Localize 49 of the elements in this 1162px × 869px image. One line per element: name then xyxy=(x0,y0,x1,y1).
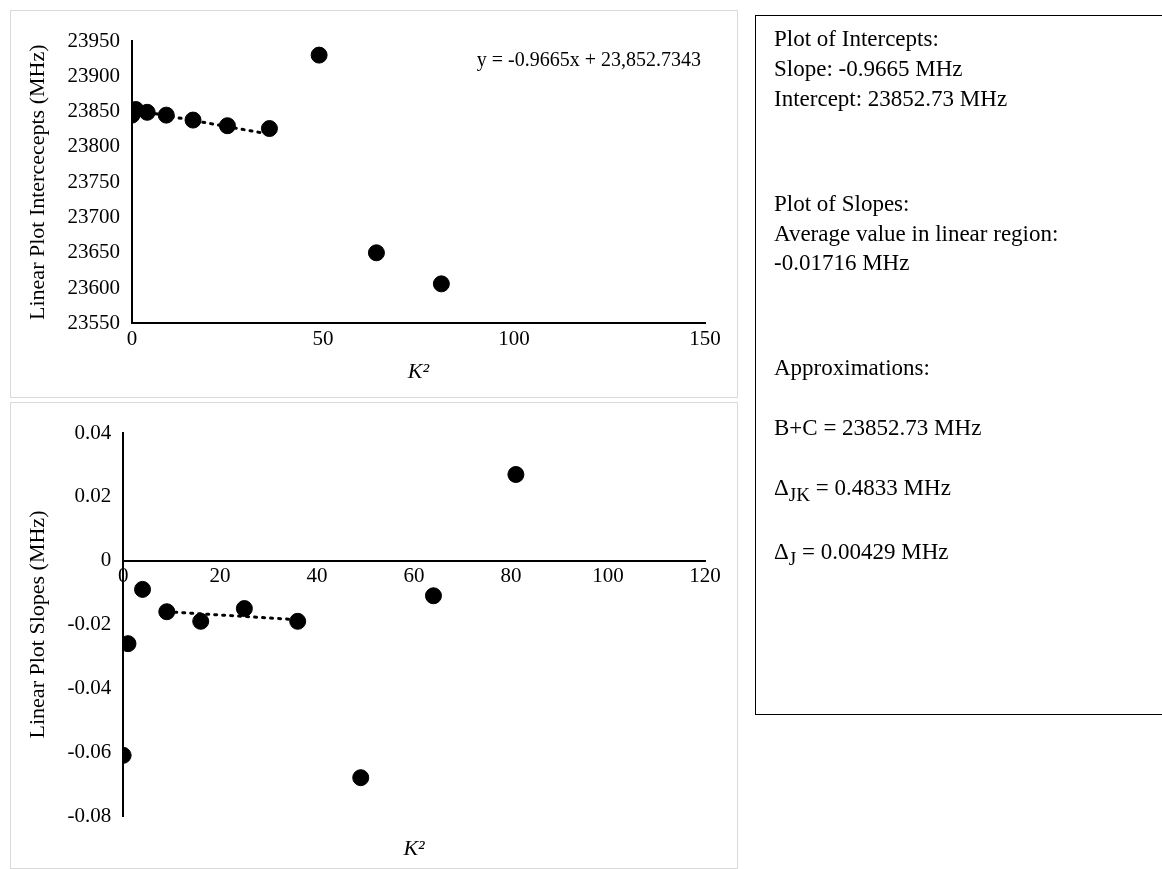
x-tick-label: 80 xyxy=(500,562,522,587)
point xyxy=(507,465,525,483)
y-tick-label: 23850 xyxy=(67,98,120,123)
point xyxy=(432,275,450,293)
y-tick-label: -0.04 xyxy=(67,674,112,699)
y-tick-label: 23750 xyxy=(67,168,120,193)
point xyxy=(235,600,253,618)
x-tick-label: 50 xyxy=(312,325,334,350)
point xyxy=(138,103,156,121)
x-tick-label: 40 xyxy=(306,562,328,587)
y-axis-title: Linear Plot Slopes (MHz) xyxy=(23,510,49,739)
y-tick-label: 23700 xyxy=(67,204,120,229)
text: Plot of Slopes: Average value in linear region: -0.01716 MHz xyxy=(774,189,1060,278)
x-tick-label: 20 xyxy=(209,562,231,587)
annotation: y = -0.9665x + 23,852.7343 xyxy=(476,48,701,72)
x-tick-label: 150 xyxy=(689,325,721,350)
y-tick-label: 0.02 xyxy=(74,483,112,508)
x-tick-label: 100 xyxy=(592,562,624,587)
y-tick-label: -0.02 xyxy=(67,611,112,636)
point xyxy=(192,612,210,630)
x-axis-title: K² xyxy=(406,357,430,383)
point xyxy=(424,587,442,605)
point xyxy=(310,46,328,64)
x-tick-label: 100 xyxy=(498,325,530,350)
y-tick-label: 23800 xyxy=(67,133,120,158)
point xyxy=(367,244,385,262)
point xyxy=(158,603,176,621)
point xyxy=(184,111,202,129)
point xyxy=(289,612,307,630)
point xyxy=(157,106,175,124)
x-axis-title: K² xyxy=(402,834,426,860)
point xyxy=(352,769,370,787)
x-tick-label: 60 xyxy=(403,562,425,587)
point xyxy=(260,120,278,138)
y-tick-label: 23900 xyxy=(67,62,120,87)
x-tick-label: 120 xyxy=(689,562,721,587)
point xyxy=(218,117,236,135)
text: Plot of Intercepts: Slope: -0.9665 MHz Intercept: 23852.73 MHz xyxy=(774,25,1009,113)
y-tick-label: 0.04 xyxy=(74,419,112,444)
point xyxy=(134,580,152,598)
y-tick-label: -0.08 xyxy=(67,802,112,827)
y-tick-label: 23650 xyxy=(67,239,120,264)
y-tick-label: 23550 xyxy=(67,309,120,334)
text: Approximations: B+C = 23852.73 MHz Δ$_{JK}$ = 0.4833 MHz Δ$_{J}$ = 0.00429 MHz xyxy=(774,355,982,569)
y-tick-label: -0.06 xyxy=(67,738,112,763)
y-tick-label: 23950 xyxy=(67,27,120,52)
x-tick-label: 0 xyxy=(126,325,138,350)
y-axis-title: Linear Plot Intercecepts (MHz) xyxy=(23,44,49,320)
y-tick-label: 23600 xyxy=(67,274,120,299)
